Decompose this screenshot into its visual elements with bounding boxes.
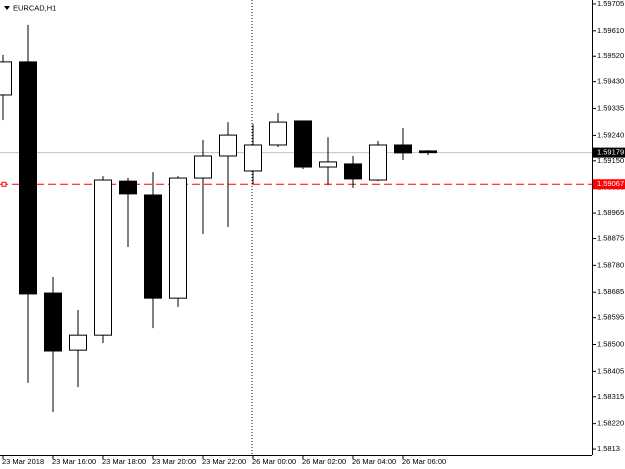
y-tick-label: 1.58685 [597,287,624,296]
candle-body [19,61,37,295]
candle-body [0,61,12,96]
x-tick-label: 23 Mar 20:00 [152,457,196,466]
candle-body [144,194,162,299]
y-tick-label: 1.58780 [597,260,624,269]
y-tick-label: 1.58220 [597,419,624,428]
y-tick-label: 1.58405 [597,366,624,375]
y-tick-label: 1.59240 [597,130,624,139]
candle-body [394,144,412,154]
y-tick-label: 1.58595 [597,313,624,322]
candle-body [219,134,237,157]
y-tick-label: 1.58315 [597,392,624,401]
bid-label-bg [593,147,625,158]
level-marker [1,181,7,187]
y-tick-label: 1.58500 [597,339,624,348]
x-tick-label: 23 Mar 2018 [2,457,44,466]
candle-body [69,334,87,351]
menu-arrow[interactable] [4,6,10,10]
candle-body [369,144,387,181]
y-tick-label: 1.59520 [597,51,624,60]
bid-label: 1.59179 [597,148,624,157]
candle-body [119,180,137,195]
level-label-bg [593,179,625,190]
candle-body [319,161,337,168]
candle-body [294,120,312,168]
chart-title: EURCAD,H1 [13,3,56,12]
candle-body [94,179,112,336]
y-tick-label: 1.59335 [597,104,624,113]
y-tick-label: 1.59430 [597,77,624,86]
x-tick-label: 23 Mar 22:00 [202,457,246,466]
candle-body [169,177,187,299]
candle-body [419,150,437,154]
candle-body [194,155,212,179]
y-tick-label: 1.59705 [597,0,624,8]
x-tick-label: 26 Mar 02:00 [302,457,346,466]
x-tick-label: 23 Mar 18:00 [102,457,146,466]
candle-body [344,163,362,180]
x-tick-label: 26 Mar 06:00 [402,457,446,466]
y-tick-label: 1.5813 [597,444,620,453]
candle-body [244,144,262,172]
x-tick-label: 26 Mar 00:00 [252,457,296,466]
candle-body [269,121,287,146]
x-tick-label: 26 Mar 04:00 [352,457,396,466]
candle-body [44,292,62,352]
x-tick-label: 23 Mar 16:00 [52,457,96,466]
y-tick-label: 1.58965 [597,208,624,217]
level-label: 1.59067 [597,179,624,188]
y-tick-label: 1.59150 [597,156,624,165]
y-tick-label: 1.59610 [597,26,624,35]
y-tick-label: 1.58875 [597,234,624,243]
